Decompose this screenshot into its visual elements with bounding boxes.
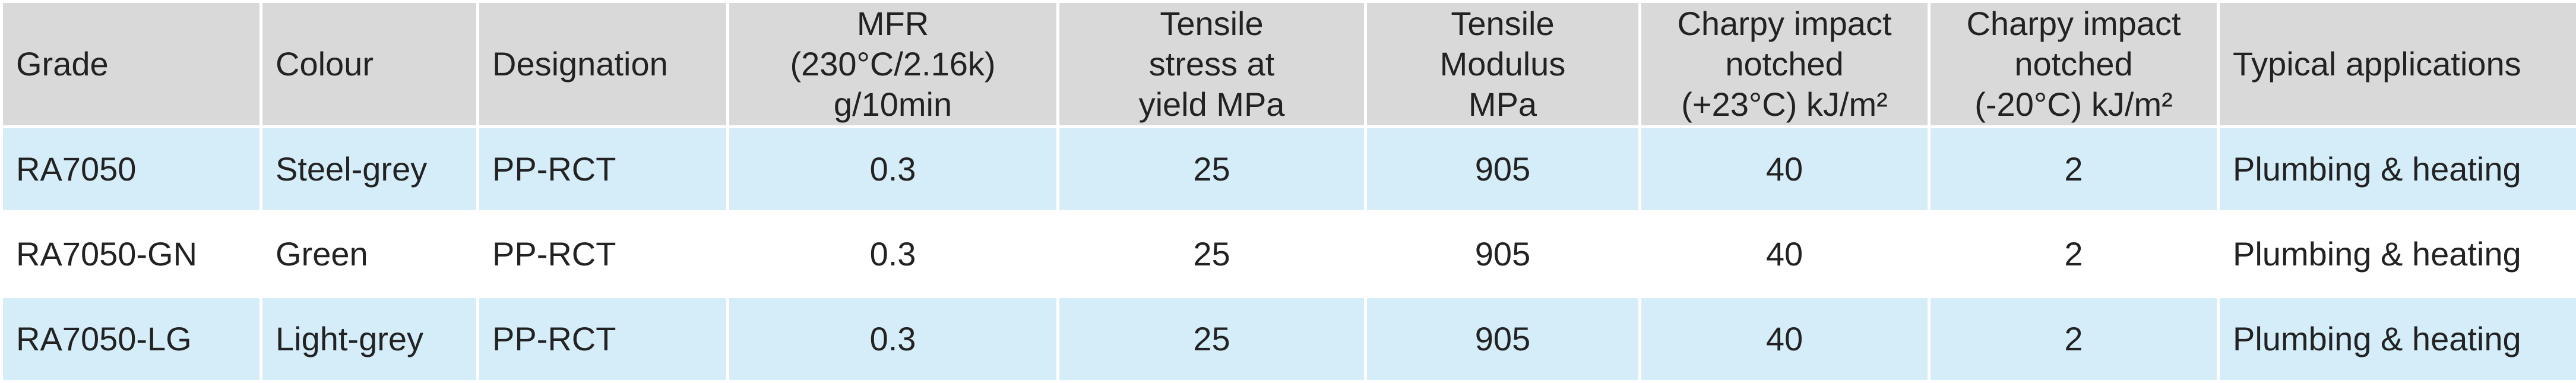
table-row: RA7050-LG Light-grey PP-RCT 0.3 25 905 40 2 Plum…	[0, 295, 2576, 383]
table-cell: RA7050	[0, 125, 262, 213]
header-cell: Designation	[476, 0, 729, 128]
table-cell: 25	[1056, 210, 1367, 298]
header-cell: MFR (230°C/2.16k) g/10min	[726, 0, 1059, 128]
header-row: Grade Colour Designation MFR (230°C/2.16k) …	[0, 0, 2576, 128]
table-row: RA7050 Steel-grey PP-RCT 0.3 25 905 40 2 Plumbin…	[0, 125, 2576, 213]
table-cell: 0.3	[726, 295, 1059, 383]
header-cell: Tensile Modulus MPa	[1364, 0, 1641, 128]
header-cell: Colour	[260, 0, 479, 128]
table-cell: 40	[1638, 210, 1931, 298]
table-cell: 0.3	[726, 125, 1059, 213]
table-cell: PP-RCT	[476, 210, 729, 298]
header-cell: Grade	[0, 0, 262, 128]
table-cell: 905	[1364, 210, 1641, 298]
table-cell: Plumbing & heating	[2217, 295, 2576, 383]
header-cell: Charpy impact notched (+23°C) kJ/m²	[1638, 0, 1931, 128]
table-cell: 2	[1928, 125, 2220, 213]
table-cell: 40	[1638, 125, 1931, 213]
table-cell: 40	[1638, 295, 1931, 383]
table-cell: Steel-grey	[260, 125, 479, 213]
header-cell: Charpy impact notched (-20°C) kJ/m²	[1928, 0, 2220, 128]
header-cell: Typical applications	[2217, 0, 2576, 128]
table-cell: Plumbing & heating	[2217, 210, 2576, 298]
table-cell: PP-RCT	[476, 295, 729, 383]
table-cell: PP-RCT	[476, 125, 729, 213]
table-cell: 25	[1056, 125, 1367, 213]
table-cell: Plumbing & heating	[2217, 125, 2576, 213]
table-cell: RA7050-GN	[0, 210, 262, 298]
table-cell: 905	[1364, 295, 1641, 383]
table-cell: 25	[1056, 295, 1367, 383]
table-cell: 905	[1364, 125, 1641, 213]
table-cell: 2	[1928, 210, 2220, 298]
header-cell: Tensile stress at yield MPa	[1056, 0, 1367, 128]
table-row: RA7050-GN Green PP-RCT 0.3 25 905 40 2 Plumbing …	[0, 210, 2576, 298]
table-cell: 2	[1928, 295, 2220, 383]
table-body: RA7050 Steel-grey PP-RCT 0.3 25 905 40 2 Plumbin…	[0, 125, 2576, 383]
table-cell: 0.3	[726, 210, 1059, 298]
table-cell: Light-grey	[260, 295, 479, 383]
table-cell: Green	[260, 210, 479, 298]
table-cell: RA7050-LG	[0, 295, 262, 383]
